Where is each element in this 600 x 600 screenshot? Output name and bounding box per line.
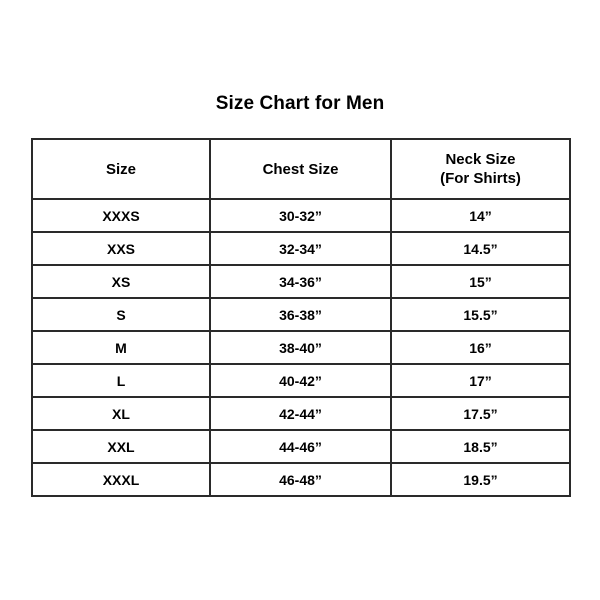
cell-chest: 36-38” — [209, 297, 392, 332]
page-title: Size Chart for Men — [215, 93, 385, 114]
column-header-size: Size — [31, 138, 211, 200]
table-row: XS 34-36” 15” — [31, 264, 571, 299]
table-row: L 40-42” 17” — [31, 363, 571, 398]
size-chart-table-container: Size Chest Size Neck Size (For Shirts) X… — [31, 138, 571, 497]
cell-neck: 18.5” — [390, 429, 571, 464]
column-header-neck-label: Neck Size — [445, 151, 516, 168]
size-chart-table: Size Chest Size Neck Size (For Shirts) X… — [31, 138, 571, 497]
table-row: XXXS 30-32” 14” — [31, 198, 571, 233]
table-row: XXL 44-46” 18.5” — [31, 429, 571, 464]
table-row: S 36-38” 15.5” — [31, 297, 571, 332]
column-header-neck-sublabel: (For Shirts) — [440, 170, 521, 187]
cell-neck: 15.5” — [390, 297, 571, 332]
table-row: XXXL 46-48” 19.5” — [31, 462, 571, 497]
table-row: XXS 32-34” 14.5” — [31, 231, 571, 266]
cell-size: XXS — [31, 231, 211, 266]
cell-chest: 32-34” — [209, 231, 392, 266]
cell-size: L — [31, 363, 211, 398]
cell-chest: 38-40” — [209, 330, 392, 365]
column-header-chest: Chest Size — [209, 138, 392, 200]
cell-size: XL — [31, 396, 211, 431]
column-header-size-label: Size — [105, 160, 136, 178]
cell-neck: 14.5” — [390, 231, 571, 266]
column-header-neck: Neck Size (For Shirts) — [390, 138, 571, 200]
cell-size: XXXS — [31, 198, 211, 233]
column-header-chest-label: Chest Size — [262, 160, 339, 178]
cell-neck: 19.5” — [390, 462, 571, 497]
cell-chest: 34-36” — [209, 264, 392, 299]
table-header: Size Chest Size Neck Size (For Shirts) — [31, 138, 571, 200]
cell-size: XXXL — [31, 462, 211, 497]
table-row: M 38-40” 16” — [31, 330, 571, 365]
cell-size: XS — [31, 264, 211, 299]
table-body: XXXS 30-32” 14” XXS 32-34” 14.5” XS 34-3… — [31, 198, 571, 497]
cell-neck: 15” — [390, 264, 571, 299]
table-row: XL 42-44” 17.5” — [31, 396, 571, 431]
table-header-row: Size Chest Size Neck Size (For Shirts) — [31, 138, 571, 200]
cell-chest: 42-44” — [209, 396, 392, 431]
cell-chest: 46-48” — [209, 462, 392, 497]
cell-chest: 30-32” — [209, 198, 392, 233]
cell-chest: 40-42” — [209, 363, 392, 398]
cell-neck: 17” — [390, 363, 571, 398]
cell-size: M — [31, 330, 211, 365]
cell-neck: 14” — [390, 198, 571, 233]
cell-neck: 16” — [390, 330, 571, 365]
cell-size: XXL — [31, 429, 211, 464]
cell-neck: 17.5” — [390, 396, 571, 431]
cell-size: S — [31, 297, 211, 332]
cell-chest: 44-46” — [209, 429, 392, 464]
